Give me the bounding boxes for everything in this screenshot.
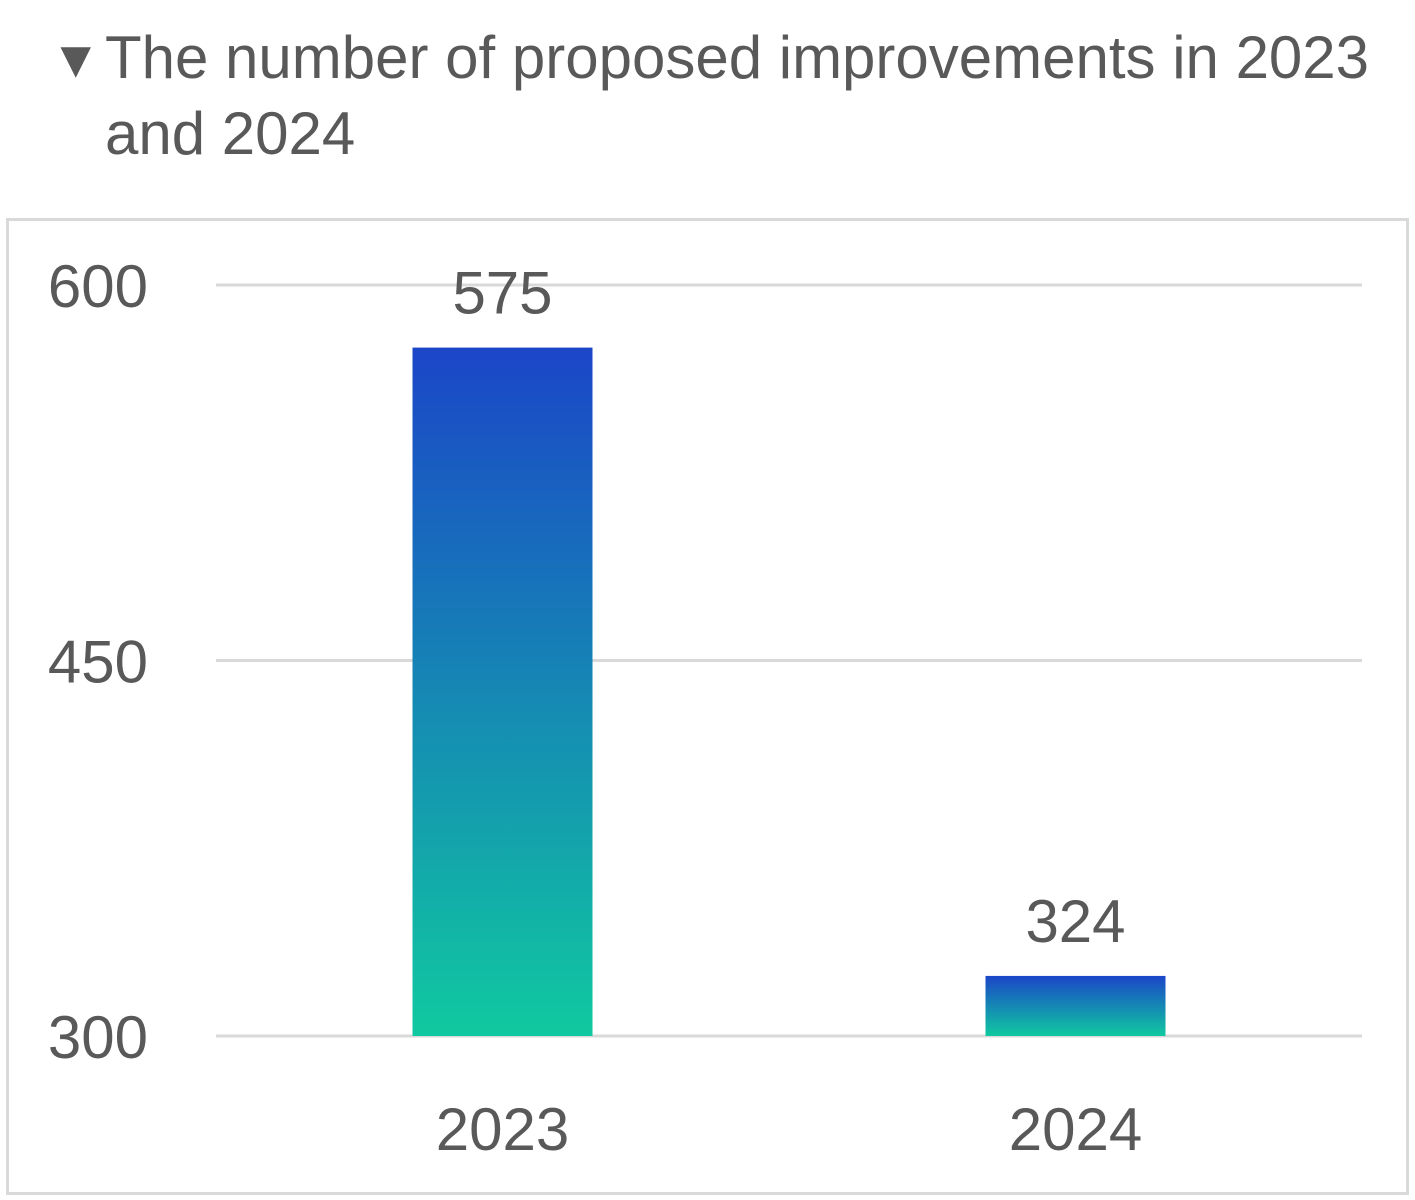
- chart-frame: [6, 218, 1409, 1195]
- y-tick-label: 600: [48, 253, 148, 320]
- bar-2024: [985, 975, 1166, 1036]
- data-label: 575: [452, 260, 552, 327]
- x-tick-label: 2024: [1009, 1096, 1142, 1163]
- data-label: 324: [1025, 888, 1125, 955]
- bar-2023: [412, 347, 593, 1036]
- y-tick-label: 300: [48, 1004, 148, 1071]
- x-tick-label: 2023: [436, 1096, 569, 1163]
- down-triangle-icon: ▼: [50, 31, 102, 89]
- y-tick-label: 450: [48, 629, 148, 696]
- chart-title: The number of proposed improvements in 2…: [105, 24, 1370, 167]
